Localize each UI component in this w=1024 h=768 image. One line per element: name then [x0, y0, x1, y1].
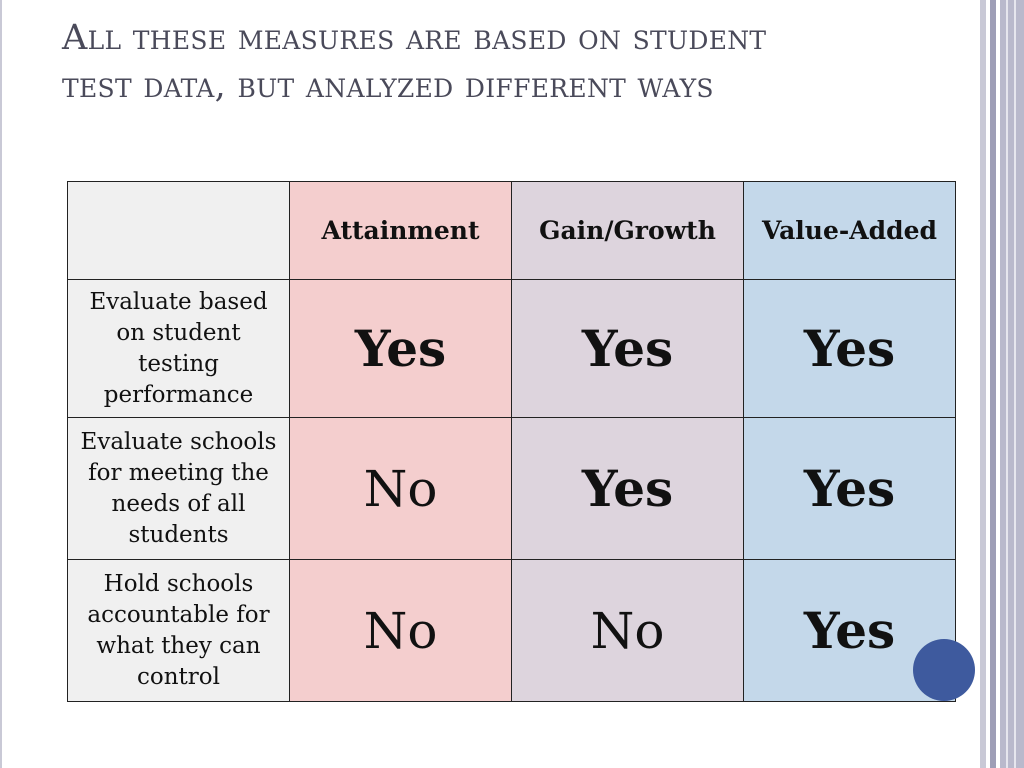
- right-edge-stripe: [980, 0, 986, 768]
- column-header-value-added: Value-Added: [743, 181, 956, 280]
- slide-title: All these measures are based on student …: [62, 18, 767, 106]
- cell-gain-growth: Yes: [511, 417, 744, 560]
- cell-value-added: Yes: [743, 279, 956, 418]
- cell-attainment: No: [289, 559, 512, 702]
- table-row: Hold schools accountable for what they c…: [67, 559, 956, 702]
- cell-attainment: Yes: [289, 279, 512, 418]
- cell-gain-growth: No: [511, 559, 744, 702]
- table-row: Evaluate schools for meeting the needs o…: [67, 417, 956, 560]
- right-edge-stripe: [1006, 0, 1008, 768]
- cell-value-added: Yes: [743, 559, 956, 702]
- table-header-row: Attainment Gain/Growth Value-Added: [67, 181, 956, 280]
- decorative-circle: [913, 639, 975, 701]
- cell-gain-growth: Yes: [511, 279, 744, 418]
- right-edge-stripe: [1014, 0, 1016, 768]
- cell-attainment: No: [289, 417, 512, 560]
- row-label: Evaluate schools for meeting the needs o…: [67, 417, 290, 560]
- right-edge-stripe: [990, 0, 996, 768]
- row-label: Evaluate based on student testing perfor…: [67, 279, 290, 418]
- comparison-table: Attainment Gain/Growth Value-Added Evalu…: [67, 181, 956, 702]
- table-row: Evaluate based on student testing perfor…: [67, 279, 956, 418]
- cell-value-added: Yes: [743, 417, 956, 560]
- right-edge-stripe: [1000, 0, 1024, 768]
- left-edge-line: [0, 0, 2, 768]
- column-header-attainment: Attainment: [289, 181, 512, 280]
- table-corner-cell: [67, 181, 290, 280]
- column-header-gain-growth: Gain/Growth: [511, 181, 744, 280]
- row-label: Hold schools accountable for what they c…: [67, 559, 290, 702]
